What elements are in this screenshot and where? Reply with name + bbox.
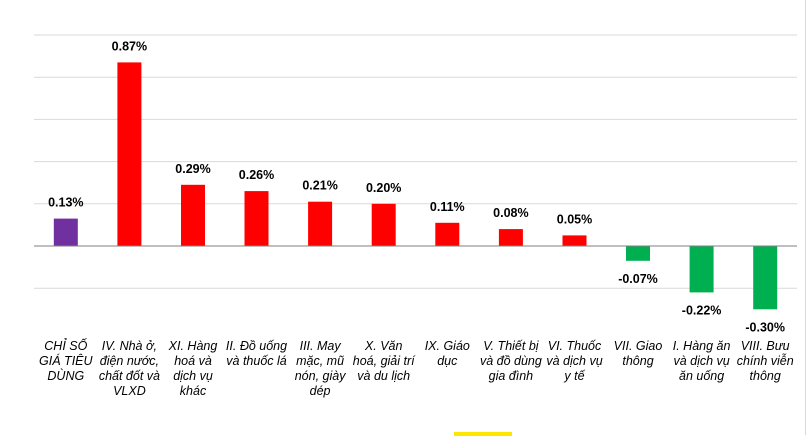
data-label: 0.26% — [239, 168, 274, 182]
category-label: I. Hàng ăn và dịch vụ ăn uống — [672, 339, 731, 383]
category-label: X. Văn hoá, giải trí và du lịch — [352, 339, 415, 383]
accent-bar — [454, 432, 512, 436]
bars — [53, 62, 778, 310]
bar — [562, 235, 587, 246]
bar — [689, 246, 714, 293]
category-label: CHỈ SỐ GIÁ TIÊU DÙNG — [39, 339, 93, 383]
data-label: -0.30% — [745, 320, 785, 334]
data-label: -0.22% — [682, 303, 722, 317]
data-labels: 0.13% 0.87% 0.29% 0.26% 0.21% 0.20% 0.11% 0.08%… — [48, 39, 785, 334]
data-label: 0.29% — [175, 162, 210, 176]
bar — [181, 184, 205, 246]
bar — [308, 201, 333, 246]
bar — [753, 246, 778, 310]
bar — [626, 246, 650, 261]
bar — [244, 191, 269, 246]
category-label: VIII. Bưu chính viễn thông — [736, 339, 794, 383]
category-label: VI. Thuốc và dịch vụ y tế — [546, 339, 603, 383]
category-label: IX. Giáo dục — [424, 339, 470, 368]
data-label: 0.20% — [366, 181, 401, 195]
data-label: 0.13% — [48, 196, 83, 210]
data-label: 0.87% — [112, 39, 147, 53]
bar — [435, 222, 460, 246]
category-label: VII. Giao thông — [613, 339, 663, 368]
bar — [498, 229, 523, 246]
data-label: 0.21% — [302, 179, 337, 193]
data-label: 0.11% — [430, 200, 465, 214]
category-label: IV. Nhà ở, điện nước, chất đốt và VLXD — [98, 339, 160, 398]
data-label: 0.05% — [557, 212, 592, 226]
bar — [53, 218, 78, 246]
category-label: II. Đồ uống và thuốc lá — [225, 339, 288, 368]
category-label: XI. Hàng hoá và dịch vụ khác — [168, 339, 218, 398]
bar — [117, 62, 142, 247]
category-label: III. May mặc, mũ nón, giày dép — [294, 339, 346, 398]
data-label: 0.08% — [493, 206, 528, 220]
gridlines — [34, 34, 797, 289]
bar — [371, 203, 396, 246]
category-label: V. Thiết bị và đồ dùng gia đình — [479, 339, 542, 383]
data-label: -0.07% — [618, 272, 658, 286]
